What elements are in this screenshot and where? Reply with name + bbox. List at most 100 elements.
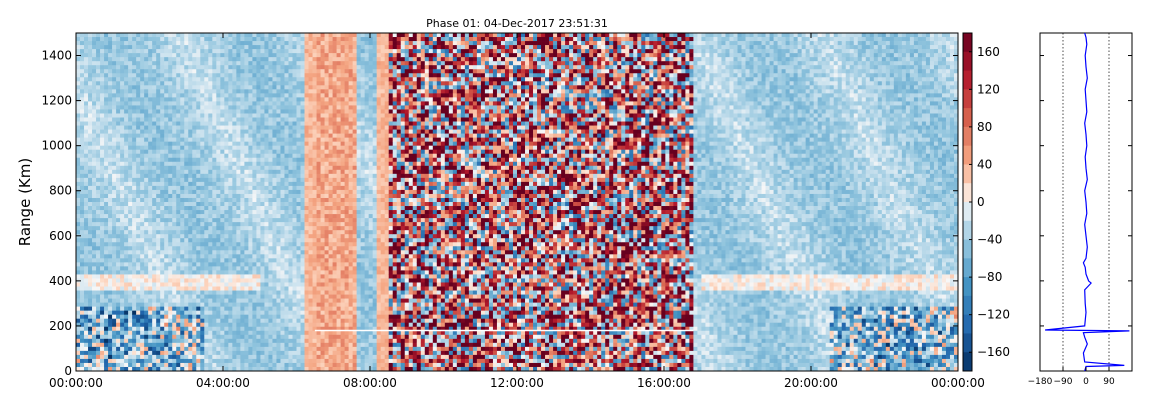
heatmap-cell xyxy=(88,314,93,320)
heatmap-cell xyxy=(280,145,285,151)
heatmap-cell xyxy=(124,238,129,243)
heatmap-cell xyxy=(164,222,169,227)
heatmap-cell xyxy=(276,222,281,227)
heatmap-cell xyxy=(136,53,141,58)
heatmap-cell xyxy=(152,294,157,299)
heatmap-cell xyxy=(244,362,249,368)
heatmap-cell xyxy=(268,262,273,267)
heatmap-cell xyxy=(112,53,117,58)
heatmap-cell xyxy=(252,57,257,62)
heatmap-cell xyxy=(112,145,117,151)
heatmap-cell xyxy=(100,153,105,159)
heatmap-cell xyxy=(92,358,97,364)
heatmap-cell xyxy=(268,137,273,142)
heatmap-cell xyxy=(112,254,117,259)
heatmap-cell xyxy=(260,294,265,299)
heatmap-cell xyxy=(164,101,169,106)
heatmap-cell xyxy=(224,254,229,259)
heatmap-cell xyxy=(188,157,193,163)
heatmap-cell xyxy=(160,202,165,207)
heatmap-cell xyxy=(236,270,241,275)
heatmap-cell xyxy=(312,89,317,94)
heatmap-cell xyxy=(180,286,185,291)
heatmap-cell xyxy=(200,366,205,372)
heatmap-cell xyxy=(292,350,297,356)
heatmap-cell xyxy=(292,214,297,219)
heatmap-cell xyxy=(80,113,85,118)
heatmap-cell xyxy=(168,73,173,78)
heatmap-cell xyxy=(228,45,233,50)
heatmap-cell xyxy=(212,226,217,231)
heatmap-cell xyxy=(164,334,169,340)
heatmap-cell xyxy=(96,218,101,223)
heatmap-cell xyxy=(196,197,201,203)
heatmap-cell xyxy=(188,246,193,251)
heatmap-cell xyxy=(196,238,201,243)
heatmap-cell xyxy=(136,286,141,291)
heatmap-cell xyxy=(208,354,213,360)
heatmap-cell xyxy=(264,250,269,255)
heatmap-cell xyxy=(136,202,141,207)
heatmap-cell xyxy=(84,346,89,352)
heatmap-cell xyxy=(232,286,237,291)
heatmap-cell xyxy=(160,137,165,142)
heatmap-cell xyxy=(304,334,309,340)
heatmap-cell xyxy=(240,141,245,147)
heatmap-cell xyxy=(200,210,205,215)
heatmap-cell xyxy=(196,57,201,62)
heatmap-cell xyxy=(292,117,297,122)
heatmap-cell xyxy=(188,189,193,195)
heatmap-cell xyxy=(180,246,185,251)
heatmap-cell xyxy=(196,173,201,179)
heatmap-cell xyxy=(100,290,105,295)
heatmap-cell xyxy=(276,342,281,348)
heatmap-cell xyxy=(284,181,289,187)
heatmap-cell xyxy=(268,274,273,279)
heatmap-cell xyxy=(284,33,289,38)
heatmap-cell xyxy=(224,338,229,344)
heatmap-cell xyxy=(184,342,189,348)
heatmap-cell xyxy=(108,226,113,231)
heatmap-cell xyxy=(188,129,193,134)
heatmap-cell xyxy=(232,250,237,255)
heatmap-cell xyxy=(108,318,113,324)
heatmap-cell xyxy=(176,41,181,46)
heatmap-cell xyxy=(88,246,93,251)
heatmap-cell xyxy=(308,97,313,102)
heatmap-cell xyxy=(96,177,101,183)
heatmap-cell xyxy=(224,49,229,54)
heatmap-cell xyxy=(172,81,177,86)
heatmap-cell xyxy=(216,137,221,142)
heatmap-cell xyxy=(232,193,237,199)
heatmap-cell xyxy=(300,254,305,259)
heatmap-cell xyxy=(288,298,293,303)
heatmap-cell xyxy=(92,173,97,179)
heatmap-cell xyxy=(112,298,117,303)
heatmap-cell xyxy=(212,322,217,328)
heatmap-cell xyxy=(160,73,165,78)
heatmap-cell xyxy=(204,210,209,215)
heatmap-cell xyxy=(100,270,105,275)
heatmap-cell xyxy=(296,314,301,320)
heatmap-cell xyxy=(108,165,113,171)
heatmap-cell xyxy=(168,342,173,348)
heatmap-cell xyxy=(96,302,101,307)
heatmap-cell xyxy=(208,141,213,147)
heatmap-cell xyxy=(204,129,209,134)
heatmap-cell xyxy=(92,322,97,328)
heatmap-cell xyxy=(300,350,305,356)
heatmap-cell xyxy=(276,282,281,287)
heatmap-cell xyxy=(180,234,185,239)
heatmap-cell xyxy=(168,354,173,360)
heatmap-cell xyxy=(184,61,189,66)
heatmap-cell xyxy=(160,65,165,70)
heatmap-cell xyxy=(104,226,109,231)
heatmap-cell xyxy=(276,37,281,42)
heatmap-cell xyxy=(264,314,269,320)
heatmap-cell xyxy=(152,73,157,78)
heatmap-cell xyxy=(188,314,193,320)
heatmap-cell xyxy=(268,153,273,159)
heatmap-cell xyxy=(232,85,237,90)
heatmap-cell xyxy=(288,101,293,106)
heatmap-cell xyxy=(224,65,229,70)
